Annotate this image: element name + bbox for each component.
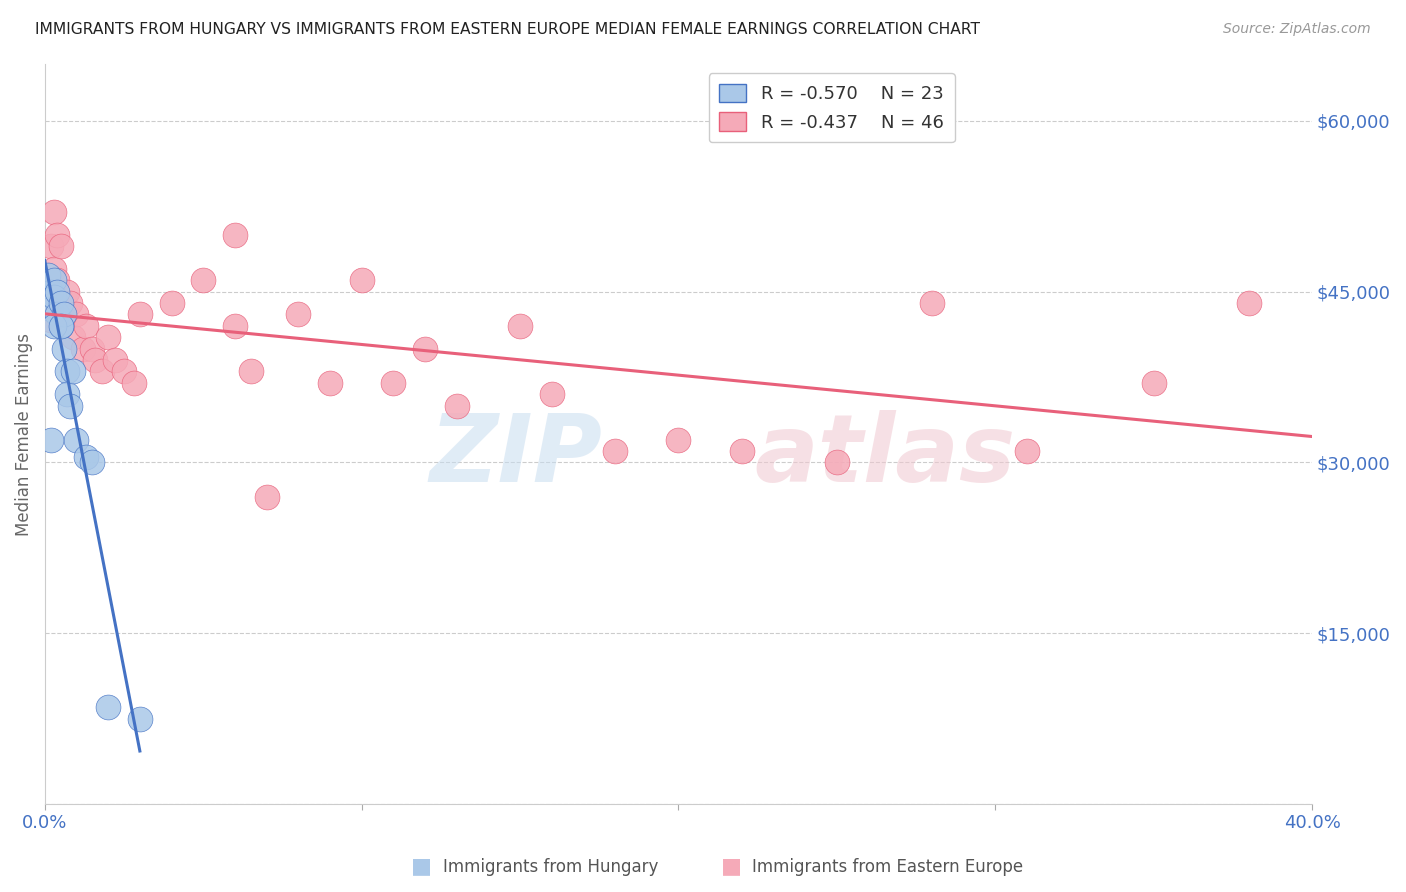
Point bbox=[49, 296, 72, 310]
Text: ZIP: ZIP bbox=[430, 410, 602, 502]
Point bbox=[256, 490, 278, 504]
Point bbox=[350, 273, 373, 287]
Point bbox=[287, 308, 309, 322]
Point bbox=[90, 364, 112, 378]
Point bbox=[44, 273, 66, 287]
Point bbox=[65, 433, 87, 447]
Point bbox=[509, 318, 531, 333]
Point bbox=[56, 285, 79, 299]
Point bbox=[46, 273, 69, 287]
Point bbox=[413, 342, 436, 356]
Point bbox=[62, 364, 84, 378]
Point bbox=[46, 285, 69, 299]
Text: Source: ZipAtlas.com: Source: ZipAtlas.com bbox=[1223, 22, 1371, 37]
Point bbox=[56, 364, 79, 378]
Point bbox=[65, 308, 87, 322]
Point bbox=[446, 399, 468, 413]
Point bbox=[193, 273, 215, 287]
Point bbox=[37, 268, 59, 282]
Point bbox=[59, 399, 82, 413]
Point bbox=[39, 285, 62, 299]
Point bbox=[49, 318, 72, 333]
Point bbox=[128, 308, 150, 322]
Point bbox=[52, 308, 75, 322]
Point bbox=[46, 308, 69, 322]
Point bbox=[97, 700, 120, 714]
Text: IMMIGRANTS FROM HUNGARY VS IMMIGRANTS FROM EASTERN EUROPE MEDIAN FEMALE EARNINGS: IMMIGRANTS FROM HUNGARY VS IMMIGRANTS FR… bbox=[35, 22, 980, 37]
Point bbox=[49, 296, 72, 310]
Point bbox=[82, 342, 104, 356]
Point bbox=[731, 444, 754, 458]
Point bbox=[37, 285, 59, 299]
Point bbox=[224, 227, 246, 242]
Point bbox=[921, 296, 943, 310]
Point bbox=[49, 239, 72, 253]
Point bbox=[128, 712, 150, 726]
Point bbox=[39, 239, 62, 253]
Point bbox=[72, 342, 94, 356]
Point bbox=[62, 330, 84, 344]
Point bbox=[668, 433, 690, 447]
Point bbox=[56, 387, 79, 401]
Point bbox=[103, 353, 125, 368]
Point bbox=[52, 308, 75, 322]
Point bbox=[49, 318, 72, 333]
Point bbox=[44, 262, 66, 277]
Y-axis label: Median Female Earnings: Median Female Earnings bbox=[15, 333, 32, 535]
Legend: R = -0.570    N = 23, R = -0.437    N = 46: R = -0.570 N = 23, R = -0.437 N = 46 bbox=[709, 73, 955, 143]
Point bbox=[382, 376, 405, 390]
Point bbox=[160, 296, 183, 310]
Point bbox=[44, 318, 66, 333]
Point bbox=[1237, 296, 1260, 310]
Point bbox=[39, 433, 62, 447]
Point bbox=[1015, 444, 1038, 458]
Point bbox=[319, 376, 342, 390]
Point bbox=[239, 364, 262, 378]
Point bbox=[52, 342, 75, 356]
Point bbox=[603, 444, 626, 458]
Point bbox=[44, 290, 66, 304]
Point bbox=[112, 364, 135, 378]
Point bbox=[82, 455, 104, 469]
Point bbox=[540, 387, 562, 401]
Point bbox=[75, 318, 97, 333]
Point bbox=[39, 301, 62, 316]
Text: ■: ■ bbox=[412, 856, 432, 876]
Point bbox=[122, 376, 145, 390]
Point bbox=[75, 450, 97, 464]
Text: ■: ■ bbox=[721, 856, 741, 876]
Point bbox=[84, 353, 107, 368]
Point bbox=[59, 296, 82, 310]
Text: Immigrants from Eastern Europe: Immigrants from Eastern Europe bbox=[752, 858, 1024, 876]
Text: atlas: atlas bbox=[755, 410, 1015, 502]
Point bbox=[224, 318, 246, 333]
Text: Immigrants from Hungary: Immigrants from Hungary bbox=[443, 858, 658, 876]
Point bbox=[1143, 376, 1166, 390]
Point bbox=[39, 313, 62, 327]
Point bbox=[46, 227, 69, 242]
Point bbox=[44, 205, 66, 219]
Point bbox=[97, 330, 120, 344]
Point bbox=[825, 455, 848, 469]
